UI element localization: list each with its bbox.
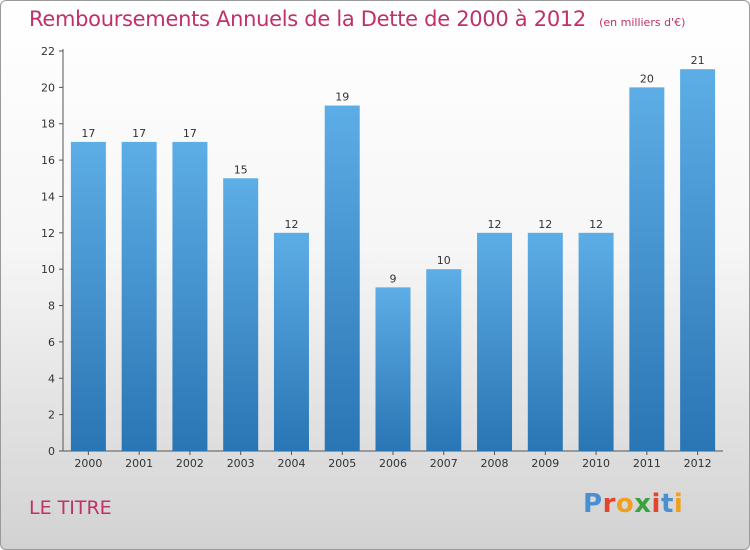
chart-subtitle: (en milliers d'€) [599, 16, 686, 29]
data-label-2012: 21 [691, 54, 705, 67]
data-label-2005: 19 [335, 91, 349, 104]
data-label-2007: 10 [437, 254, 451, 267]
bar-2008 [477, 232, 513, 451]
x-tick-label-2009: 2009 [531, 457, 559, 470]
y-tick-label: 20 [41, 81, 55, 94]
y-tick-label: 14 [41, 190, 55, 203]
bar-2002 [172, 141, 208, 451]
logo-letter: P [583, 489, 603, 519]
data-label-2004: 12 [284, 218, 298, 231]
x-tick-label-2007: 2007 [430, 457, 458, 470]
y-tick-label: 8 [48, 300, 55, 313]
data-label-2011: 20 [640, 72, 654, 85]
data-label-2003: 15 [234, 163, 248, 176]
y-tick-label: 2 [48, 409, 55, 422]
data-label-2002: 17 [183, 127, 197, 140]
logo-letter: r [602, 489, 616, 519]
bar-2000 [70, 141, 106, 451]
data-label-2001: 17 [132, 127, 146, 140]
x-tick-label-2006: 2006 [379, 457, 407, 470]
bars: 17 17 17 15 12 19 9 10 12 12 12 20 21 [70, 54, 716, 452]
data-label-2006: 9 [390, 272, 397, 285]
bar-2009 [527, 232, 563, 451]
commune-name: LE TITRE [29, 497, 112, 519]
y-tick-label: 18 [41, 118, 55, 131]
y-tick-label: 4 [48, 372, 55, 385]
x-tick-label-2001: 2001 [125, 457, 153, 470]
y-tick-label: 10 [41, 263, 55, 276]
bar-2005 [324, 105, 360, 451]
x-tick-label-2010: 2010 [582, 457, 610, 470]
data-label-2010: 12 [589, 218, 603, 231]
chart-title: Remboursements Annuels de la Dette de 20… [29, 7, 586, 31]
logo-letter: i [651, 489, 661, 519]
proxiti-logo: Proxiti [583, 489, 683, 519]
bar-2003 [223, 178, 259, 452]
logo-letter: x [634, 489, 652, 519]
data-label-2000: 17 [81, 127, 95, 140]
x-tick-label-2003: 2003 [227, 457, 255, 470]
bar-2001 [121, 141, 157, 451]
axes: 0 2 4 6 8 10 12 14 16 18 20 22 2000 2001 2002 2003 2004 2… [41, 45, 723, 470]
x-tick-label-2012: 2012 [684, 457, 712, 470]
y-tick-label: 0 [48, 445, 55, 458]
data-label-2008: 12 [488, 218, 502, 231]
data-label-2009: 12 [538, 218, 552, 231]
logo-letter: o [615, 489, 635, 519]
x-tick-label-2008: 2008 [481, 457, 509, 470]
x-tick-label-2011: 2011 [633, 457, 661, 470]
x-tick-label-2005: 2005 [328, 457, 356, 470]
logo-letter: t [660, 489, 674, 519]
bar-2010 [578, 232, 614, 451]
x-tick-label-2000: 2000 [74, 457, 102, 470]
y-tick-label: 22 [41, 45, 55, 58]
y-tick-label: 16 [41, 154, 55, 167]
bar-2011 [629, 87, 665, 451]
x-tick-label-2002: 2002 [176, 457, 204, 470]
x-tick-label-2004: 2004 [277, 457, 305, 470]
bar-2012 [680, 69, 716, 451]
bar-2007 [426, 269, 462, 451]
y-tick-label: 12 [41, 227, 55, 240]
bar-2006 [375, 287, 411, 451]
title-row: Remboursements Annuels de la Dette de 20… [29, 7, 685, 31]
bar-2004 [273, 232, 309, 451]
logo-letter: i [673, 489, 684, 519]
y-tick-label: 6 [48, 336, 55, 349]
